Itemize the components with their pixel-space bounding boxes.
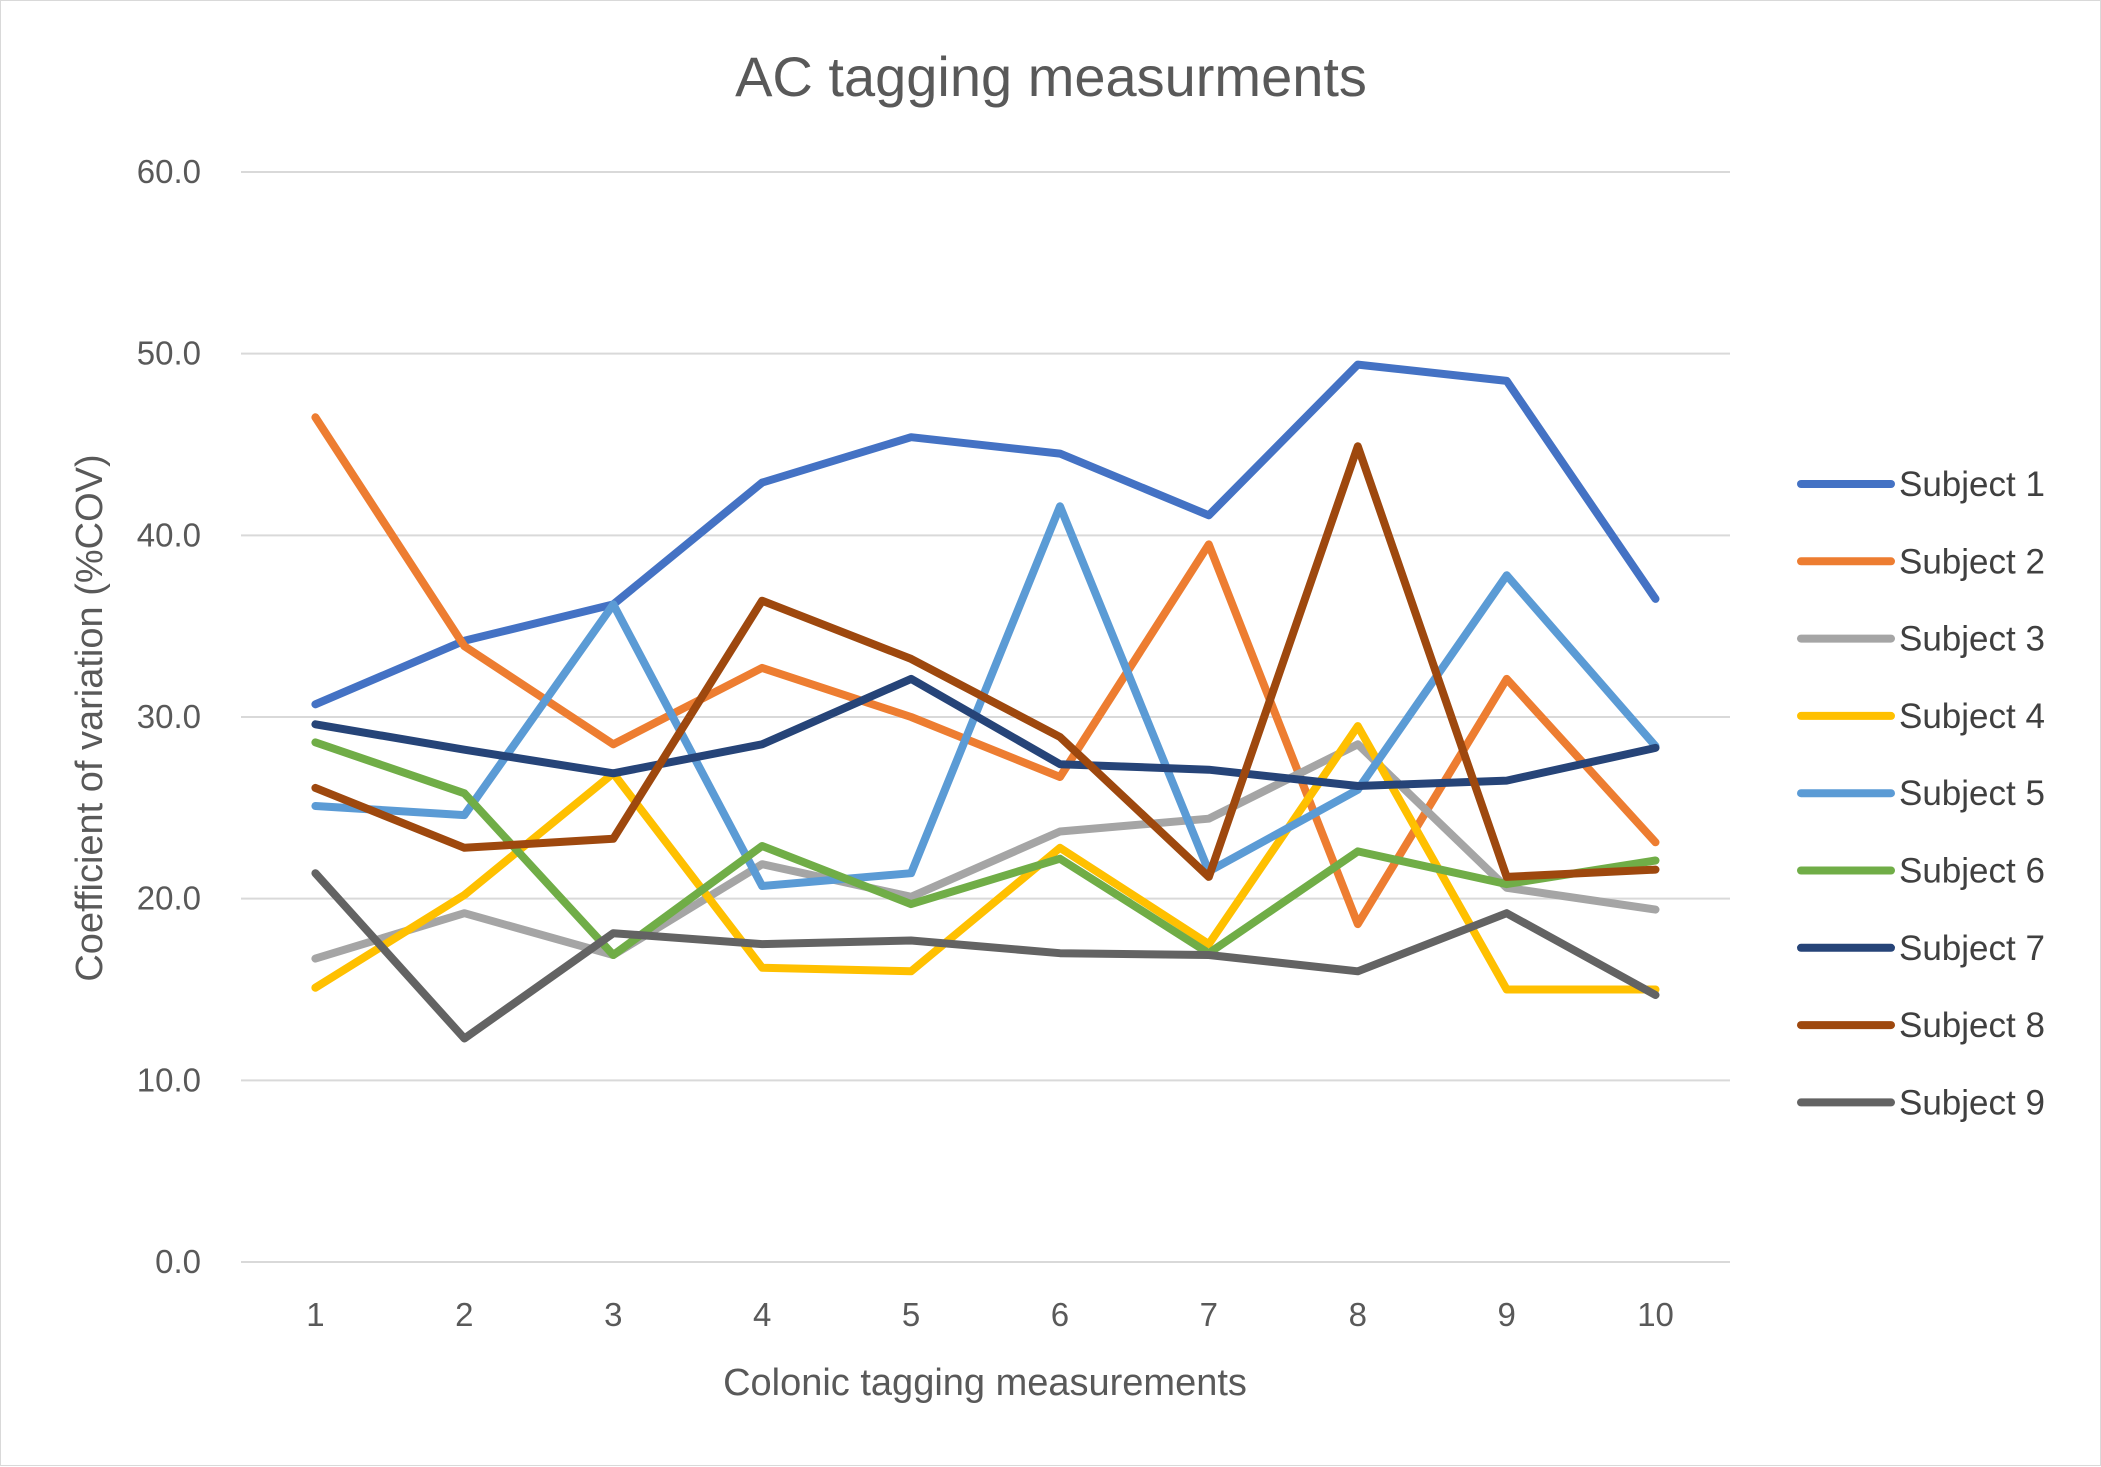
x-tick-label: 10: [1637, 1296, 1674, 1333]
x-tick-label: 9: [1497, 1296, 1515, 1333]
y-axis-ticks: 0.0 10.0 20.0 30.0 40.0 50.0 60.0: [137, 153, 201, 1280]
y-tick-label: 50.0: [137, 335, 201, 372]
x-axis-ticks: 1 2 3 4 5 6 7 8 9 10: [306, 1296, 1674, 1333]
legend-item: Subject 2: [1797, 542, 2045, 581]
series-lines: [311, 360, 1660, 1043]
y-tick-label: 60.0: [137, 153, 201, 190]
legend-label: Subject 7: [1899, 929, 2045, 968]
x-tick-label: 2: [455, 1296, 473, 1333]
legend-item: Subject 9: [1797, 1083, 2045, 1122]
series-line-subject-1: [311, 360, 1660, 709]
series-line-subject-6: [311, 738, 1660, 959]
legend-label: Subject 1: [1899, 465, 2045, 504]
legend-item: Subject 6: [1797, 852, 2045, 891]
series-line-subject-2: [311, 413, 1660, 929]
series-line-subject-3: [311, 740, 1660, 963]
chart-title: AC tagging measurments: [735, 45, 1367, 108]
y-tick-label: 40.0: [137, 516, 201, 553]
legend-item: Subject 8: [1797, 1006, 2045, 1045]
x-axis-title: Colonic tagging measurements: [723, 1362, 1247, 1404]
legend-item: Subject 7: [1797, 929, 2045, 968]
x-tick-label: 6: [1051, 1296, 1069, 1333]
x-tick-label: 1: [306, 1296, 324, 1333]
y-tick-label: 20.0: [137, 880, 201, 917]
x-tick-label: 8: [1349, 1296, 1367, 1333]
legend-item: Subject 3: [1797, 620, 2045, 659]
legend-item: Subject 1: [1797, 465, 2045, 504]
x-tick-label: 7: [1200, 1296, 1218, 1333]
y-tick-label: 30.0: [137, 698, 201, 735]
x-tick-label: 5: [902, 1296, 920, 1333]
legend-label: Subject 9: [1899, 1083, 2045, 1122]
y-axis-title: Coefficient of variation (%COV): [69, 454, 111, 981]
series-line-subject-8: [311, 442, 1660, 881]
series-line-subject-4: [311, 722, 1660, 994]
legend-label: Subject 4: [1899, 697, 2045, 736]
y-tick-label: 0.0: [155, 1243, 201, 1280]
series-line-subject-9: [311, 869, 1660, 1043]
legend-label: Subject 8: [1899, 1006, 2045, 1045]
legend: Subject 1 Subject 2 Subject 3 Subject 4 Subj…: [1797, 465, 2045, 1122]
gridlines: [241, 171, 1730, 1263]
x-tick-label: 3: [604, 1296, 622, 1333]
legend-item: Subject 5: [1797, 774, 2045, 813]
legend-label: Subject 2: [1899, 542, 2045, 581]
series-line-subject-5: [311, 502, 1660, 890]
legend-label: Subject 5: [1899, 774, 2045, 813]
legend-item: Subject 4: [1797, 697, 2045, 736]
legend-label: Subject 6: [1899, 852, 2045, 891]
y-tick-label: 10.0: [137, 1061, 201, 1098]
series-line-subject-7: [311, 674, 1660, 790]
legend-label: Subject 3: [1899, 620, 2045, 659]
x-tick-label: 4: [753, 1296, 771, 1333]
